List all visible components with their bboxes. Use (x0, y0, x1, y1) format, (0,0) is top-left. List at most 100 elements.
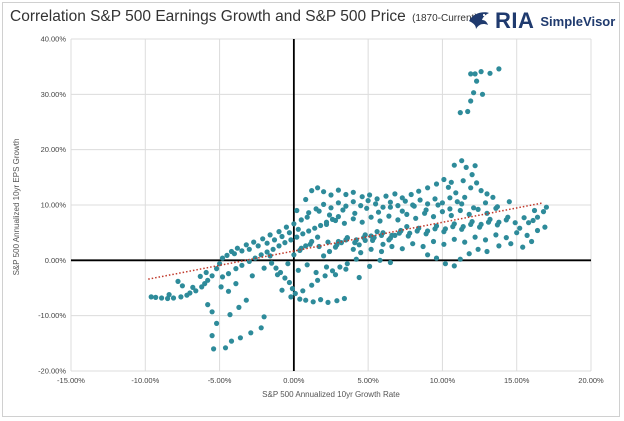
data-point (294, 234, 300, 240)
data-point (425, 252, 431, 258)
data-point (175, 278, 181, 284)
data-point (334, 298, 340, 304)
data-point (300, 288, 306, 294)
data-point (332, 272, 339, 278)
trendline (148, 202, 544, 280)
data-point (255, 243, 261, 249)
data-point (399, 195, 405, 201)
data-point (475, 246, 481, 252)
data-point (205, 302, 211, 308)
data-point (288, 237, 294, 243)
data-point (350, 246, 356, 252)
data-point (534, 227, 541, 234)
data-point (416, 188, 422, 194)
data-point (477, 224, 483, 230)
data-point (423, 207, 429, 213)
data-point (303, 297, 309, 303)
data-point (462, 194, 468, 200)
data-point (307, 241, 313, 247)
data-point (468, 71, 474, 77)
data-point (490, 194, 496, 200)
data-point (352, 240, 358, 246)
y-tick-label: 10.00% (41, 201, 67, 210)
data-point (353, 256, 359, 262)
data-point (276, 243, 282, 249)
data-point (295, 267, 301, 273)
data-point (237, 335, 243, 341)
data-point (335, 214, 341, 220)
brand-product: SimpleVisor (540, 13, 616, 29)
data-point (377, 218, 383, 224)
data-point (267, 232, 273, 238)
data-point (368, 246, 374, 252)
data-point (361, 235, 367, 241)
data-point (251, 239, 257, 245)
x-tick-label: -15.00% (57, 376, 85, 385)
data-point (395, 217, 401, 223)
data-point (335, 187, 341, 193)
data-point (454, 199, 460, 205)
data-point (318, 222, 324, 229)
data-point (463, 164, 469, 170)
data-point (414, 228, 420, 234)
data-point (178, 294, 184, 300)
data-point (387, 204, 393, 210)
data-point (447, 195, 453, 201)
data-point (387, 199, 393, 205)
data-point (246, 246, 252, 252)
data-point (457, 110, 463, 116)
data-point (321, 253, 327, 259)
data-point (356, 274, 362, 281)
chart-title-text: Correlation S&P 500 Earnings Growth and … (10, 8, 406, 25)
data-point (326, 248, 333, 255)
data-point (203, 269, 209, 276)
data-point (344, 261, 350, 267)
data-point (179, 283, 185, 289)
data-point (236, 304, 242, 310)
data-point (343, 191, 349, 198)
data-point (225, 288, 232, 294)
data-point (328, 192, 334, 198)
data-point (526, 220, 532, 226)
data-point (478, 69, 484, 75)
data-point (471, 90, 477, 96)
data-point (521, 215, 527, 221)
x-tick-label: 20.00% (578, 376, 604, 385)
data-point (395, 203, 401, 209)
data-point (448, 212, 454, 219)
data-point (389, 243, 395, 250)
data-point (323, 264, 330, 270)
data-point (316, 208, 322, 214)
data-point (453, 190, 459, 196)
data-point (264, 249, 270, 255)
data-point (209, 333, 215, 339)
data-point (248, 330, 254, 336)
x-tick-label: -10.00% (131, 376, 159, 385)
data-point (410, 241, 416, 247)
data-point (306, 210, 312, 216)
data-point (413, 215, 419, 221)
data-point (451, 236, 457, 242)
data-point (222, 345, 229, 351)
data-point (471, 205, 477, 211)
data-point (295, 226, 301, 232)
data-point (485, 219, 492, 225)
data-point (202, 281, 208, 287)
data-point (442, 261, 448, 267)
data-point (282, 275, 288, 281)
data-point (343, 266, 349, 272)
data-point (520, 244, 526, 250)
data-point (190, 284, 196, 290)
data-point (323, 221, 330, 227)
data-point (487, 70, 493, 76)
data-point (199, 284, 205, 290)
data-point (425, 201, 431, 207)
y-tick-label: 20.00% (41, 145, 67, 154)
data-point (225, 271, 232, 277)
data-point (309, 282, 315, 288)
data-point (260, 236, 266, 242)
data-point (484, 191, 490, 197)
y-tick-label: 40.00% (41, 35, 67, 44)
data-point (469, 172, 475, 178)
